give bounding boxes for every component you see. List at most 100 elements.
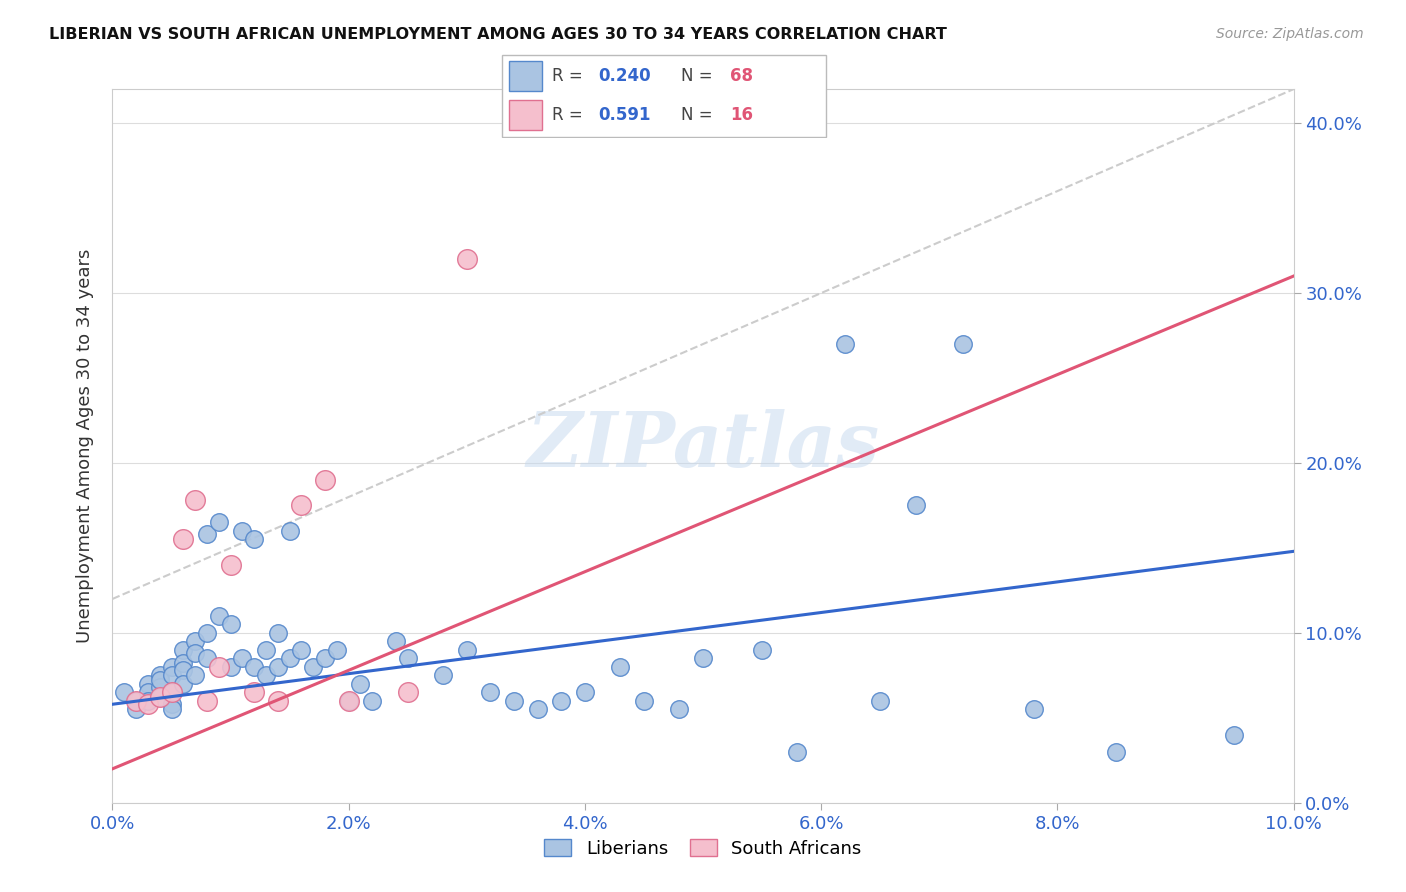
Point [456, 252, 478, 266]
Point [219, 660, 242, 674]
Point [136, 677, 159, 691]
Text: 16: 16 [731, 105, 754, 123]
Text: Source: ZipAtlas.com: Source: ZipAtlas.com [1216, 27, 1364, 41]
Point [208, 660, 231, 674]
Text: N =: N = [681, 105, 713, 123]
Point [231, 651, 253, 665]
Point [149, 673, 172, 688]
Point [550, 694, 572, 708]
Point [136, 694, 159, 708]
Point [361, 694, 384, 708]
Point [337, 694, 360, 708]
Point [195, 527, 218, 541]
Point [349, 677, 371, 691]
Point [385, 634, 408, 648]
Point [160, 660, 183, 674]
Point [326, 643, 349, 657]
Point [1223, 728, 1246, 742]
Point [149, 690, 172, 705]
Point [574, 685, 596, 699]
Point [633, 694, 655, 708]
Point [172, 677, 194, 691]
Point [786, 745, 808, 759]
Point [231, 524, 253, 538]
Text: ZIPatlas: ZIPatlas [526, 409, 880, 483]
Point [609, 660, 631, 674]
Point [160, 698, 183, 712]
Point [125, 694, 148, 708]
Point [195, 694, 218, 708]
Point [1022, 702, 1045, 716]
Point [243, 533, 266, 547]
Point [278, 524, 301, 538]
Point [149, 668, 172, 682]
Point [834, 337, 856, 351]
Point [267, 694, 290, 708]
Point [952, 337, 974, 351]
Text: 68: 68 [731, 67, 754, 85]
Point [526, 702, 548, 716]
Point [869, 694, 891, 708]
Point [432, 668, 454, 682]
Point [254, 643, 277, 657]
Point [125, 694, 148, 708]
Text: LIBERIAN VS SOUTH AFRICAN UNEMPLOYMENT AMONG AGES 30 TO 34 YEARS CORRELATION CHA: LIBERIAN VS SOUTH AFRICAN UNEMPLOYMENT A… [49, 27, 948, 42]
Text: N =: N = [681, 67, 713, 85]
Point [290, 643, 312, 657]
Point [160, 668, 183, 682]
Point [172, 657, 194, 671]
Point [208, 608, 231, 623]
Point [160, 702, 183, 716]
FancyBboxPatch shape [502, 55, 827, 136]
Point [172, 643, 194, 657]
Point [184, 646, 207, 660]
Point [396, 651, 419, 665]
Point [314, 473, 336, 487]
Legend: Liberians, South Africans: Liberians, South Africans [537, 832, 869, 865]
Point [267, 626, 290, 640]
Point [195, 651, 218, 665]
Point [503, 694, 526, 708]
Point [160, 685, 183, 699]
Y-axis label: Unemployment Among Ages 30 to 34 years: Unemployment Among Ages 30 to 34 years [76, 249, 94, 643]
Text: R =: R = [553, 105, 582, 123]
Point [396, 685, 419, 699]
Text: 0.240: 0.240 [599, 67, 651, 85]
Point [219, 617, 242, 632]
FancyBboxPatch shape [509, 62, 543, 91]
FancyBboxPatch shape [509, 100, 543, 130]
Point [314, 651, 336, 665]
Point [267, 660, 290, 674]
Text: 0.591: 0.591 [599, 105, 651, 123]
Point [219, 558, 242, 572]
Point [751, 643, 773, 657]
Point [149, 680, 172, 694]
Point [160, 685, 183, 699]
Point [208, 516, 231, 530]
Point [243, 685, 266, 699]
Point [479, 685, 502, 699]
Point [172, 533, 194, 547]
Text: R =: R = [553, 67, 582, 85]
Point [184, 668, 207, 682]
Point [149, 690, 172, 705]
Point [668, 702, 690, 716]
Point [184, 634, 207, 648]
Point [125, 702, 148, 716]
Point [136, 685, 159, 699]
Point [112, 685, 135, 699]
Point [456, 643, 478, 657]
Point [337, 694, 360, 708]
Point [243, 660, 266, 674]
Point [172, 663, 194, 677]
Point [904, 499, 927, 513]
Point [254, 668, 277, 682]
Point [184, 493, 207, 508]
Point [195, 626, 218, 640]
Point [136, 698, 159, 712]
Point [1105, 745, 1128, 759]
Point [278, 651, 301, 665]
Point [692, 651, 714, 665]
Point [302, 660, 325, 674]
Point [290, 499, 312, 513]
